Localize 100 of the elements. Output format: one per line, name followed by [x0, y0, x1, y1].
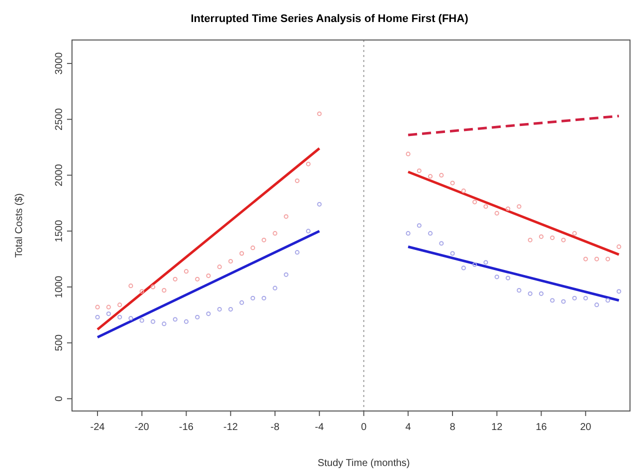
y-tick-label: 2000 [54, 164, 65, 186]
point [483, 204, 488, 209]
point [572, 231, 577, 236]
point [317, 202, 322, 207]
point [506, 206, 510, 212]
point [117, 314, 122, 320]
point [284, 214, 288, 219]
point [228, 258, 233, 264]
y-tick-label: 1500 [54, 220, 65, 242]
point [561, 238, 566, 242]
point [262, 238, 266, 242]
x-tick-label: -20 [134, 422, 150, 433]
point [606, 256, 610, 262]
point [583, 296, 588, 300]
point [461, 266, 466, 270]
point [594, 256, 600, 262]
point [284, 272, 288, 277]
point [106, 304, 111, 310]
point [583, 256, 588, 262]
point [140, 318, 144, 323]
point [450, 251, 455, 256]
point [106, 311, 111, 316]
point [162, 288, 166, 293]
point [250, 296, 256, 300]
point [294, 178, 300, 184]
x-tick-label: 12 [491, 422, 503, 433]
x-tick-label: 20 [580, 422, 592, 433]
point [239, 251, 244, 256]
point [594, 302, 600, 308]
point [616, 244, 622, 250]
point [239, 300, 244, 305]
y-axis-title: Total Costs ($) [14, 193, 25, 258]
chart-title: Interrupted Time Series Analysis of Home First (FHA) [190, 13, 469, 25]
point [217, 264, 222, 270]
point [406, 231, 410, 236]
point [428, 231, 433, 236]
point [416, 168, 422, 174]
x-tick-label: 16 [536, 422, 548, 433]
point [483, 260, 488, 265]
point [428, 174, 433, 179]
point [606, 298, 610, 303]
point [306, 228, 311, 234]
point [150, 319, 156, 324]
point [294, 250, 300, 255]
point [572, 296, 577, 300]
point [217, 307, 222, 312]
point [117, 302, 122, 308]
point [206, 311, 211, 316]
point [184, 269, 189, 274]
point [140, 289, 144, 294]
point [538, 291, 544, 296]
x-tick-label: -24 [90, 422, 106, 433]
point [472, 262, 477, 267]
x-tick-label: -16 [179, 422, 194, 433]
point [195, 276, 200, 282]
point [262, 296, 266, 300]
point [172, 317, 178, 322]
point [450, 180, 455, 186]
point [528, 291, 532, 296]
point [195, 314, 200, 320]
point [162, 322, 166, 326]
point [95, 304, 100, 310]
y-tick-label: 1000 [54, 275, 65, 298]
point [228, 307, 233, 312]
x-axis-title: Study Time (months) [318, 458, 410, 469]
point [128, 284, 134, 288]
point [550, 298, 555, 303]
point [406, 152, 410, 156]
point [272, 286, 278, 290]
point [516, 288, 522, 293]
point [206, 273, 211, 278]
point [472, 200, 477, 204]
x-tick-label: 4 [405, 422, 412, 433]
point [439, 241, 444, 246]
point [95, 314, 100, 320]
x-tick-label: 8 [450, 422, 456, 433]
point [184, 319, 189, 324]
point [461, 188, 466, 194]
point [516, 204, 522, 209]
x-tick-label: -12 [223, 422, 238, 433]
point [128, 316, 134, 321]
point [506, 276, 510, 280]
point [616, 289, 622, 294]
point [416, 223, 422, 228]
y-tick-label: 3000 [54, 52, 65, 75]
point [172, 276, 178, 282]
point [494, 210, 500, 216]
point [250, 246, 256, 250]
y-tick-label: 0 [54, 395, 65, 402]
point [439, 172, 444, 178]
point [538, 234, 544, 239]
x-tick-label: 0 [360, 422, 367, 433]
point [306, 162, 311, 166]
point [150, 284, 156, 290]
point [528, 238, 532, 242]
point [317, 111, 322, 116]
point [494, 274, 500, 280]
y-tick-label: 2500 [54, 108, 65, 130]
point [550, 235, 555, 240]
x-tick-label: -4 [314, 422, 324, 433]
